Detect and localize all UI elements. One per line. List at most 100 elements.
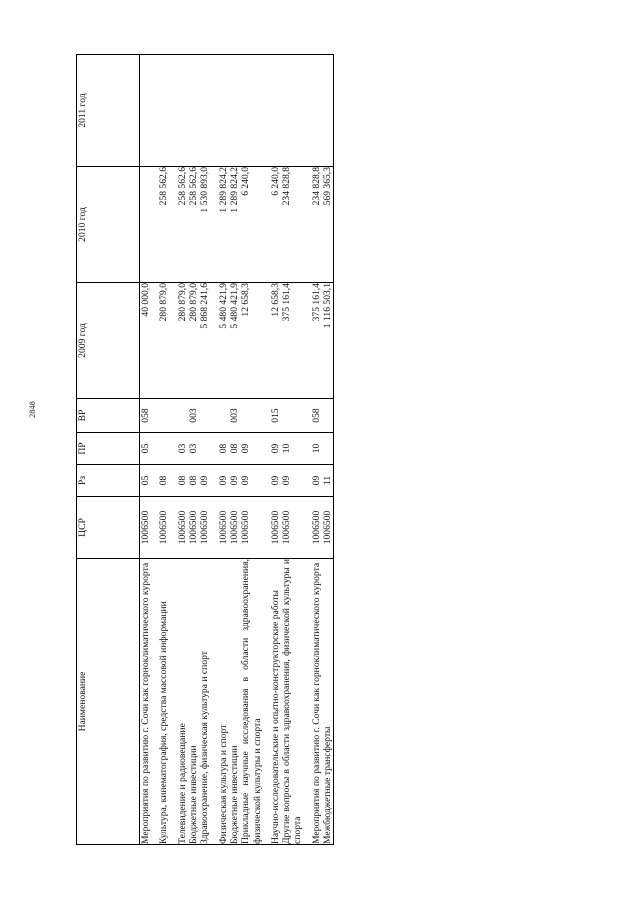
- cell-csr: 1006500: [269, 496, 282, 559]
- cell-vr: [322, 398, 334, 433]
- cell-name: Научно-исследовательские и опытно-констр…: [269, 558, 282, 845]
- cell-2009: 280 879,0: [176, 282, 188, 399]
- page-marker: 2848: [27, 401, 37, 418]
- row-spacer: [210, 54, 218, 845]
- cell-2010: 258 562,6: [187, 166, 200, 283]
- cell-2009: 375 161,4: [310, 282, 323, 399]
- cell-2010: [139, 166, 152, 283]
- cell-2009: 5 480 421,9: [228, 282, 241, 399]
- cell-pr: [199, 432, 211, 465]
- cell-csr: 1006500: [176, 496, 188, 559]
- cell-csr: 1006500: [228, 496, 241, 559]
- cell-vr: 003: [187, 398, 200, 433]
- cell-pr: 03: [176, 432, 188, 465]
- cell-2009: 5 868 241,6: [199, 282, 211, 399]
- row-spacer: [262, 54, 270, 845]
- cell-pr: 05: [139, 432, 152, 465]
- cell-csr: 1006500: [187, 496, 200, 559]
- cell-vr: [281, 398, 304, 433]
- row-spacer: [169, 54, 177, 845]
- cell-2009: 40 000,0: [139, 282, 152, 399]
- cell-rz: 05: [139, 464, 152, 497]
- column-header-2010: 2010 год: [76, 166, 140, 283]
- cell-rz: 09: [228, 464, 241, 497]
- cell-vr: [217, 398, 229, 433]
- table-header-row: Наименование ЦСР Рз ПР ВР 2009 год 2010 …: [76, 54, 140, 845]
- cell-2009: 1 116 503,1: [322, 282, 334, 399]
- cell-2011: [139, 54, 152, 167]
- cell-2010: 6 240,0: [240, 166, 263, 283]
- cell-name: Здравоохранение, физическая культура и с…: [199, 558, 211, 845]
- cell-2010: 6 240,0: [269, 166, 282, 283]
- cell-name: Мероприятия по развитию г. Сочи как горн…: [139, 558, 152, 845]
- cell-2011: [228, 54, 241, 167]
- rotated-page-stage: Наименование ЦСР Рз ПР ВР 2009 год 2010 …: [68, 29, 572, 871]
- cell-2011: [199, 54, 211, 167]
- column-header-rz: Рз: [76, 464, 140, 497]
- cell-name: Культура, кинематография, средства массо…: [158, 558, 170, 845]
- cell-name: Мероприятия по развитию г. Сочи как горн…: [310, 558, 323, 845]
- cell-2009: 280 879,0: [158, 282, 170, 399]
- cell-name: Другие вопросы в области здравоохранения…: [281, 558, 304, 845]
- cell-2010: 1 530 893,0: [199, 166, 211, 283]
- cell-2009: 12 658,3: [240, 282, 263, 399]
- table-row: Прикладные научные исследования в област…: [240, 54, 263, 845]
- column-header-vr: ВР: [76, 398, 140, 433]
- row-spacer: [303, 54, 311, 845]
- cell-csr: 1006500: [158, 496, 170, 559]
- cell-2011: [240, 54, 263, 167]
- table-body: Мероприятия по развитию г. Сочи как горн…: [139, 54, 334, 845]
- table-row: Другие вопросы в области здравоохранения…: [281, 54, 304, 845]
- cell-rz: 09: [217, 464, 229, 497]
- cell-pr: 03: [187, 432, 200, 465]
- table-row: Научно-исследовательские и опытно-констр…: [269, 54, 282, 845]
- cell-2011: [269, 54, 282, 167]
- table-row: Бюджетные инвестиции 1006500 09 08 003 5 480 …: [228, 54, 241, 845]
- cell-vr: 015: [269, 398, 282, 433]
- cell-2010: 234 828,8: [310, 166, 323, 283]
- cell-2011: [158, 54, 170, 167]
- table-row: Мероприятия по развитию г. Сочи как горн…: [139, 54, 152, 845]
- cell-vr: [240, 398, 263, 433]
- cell-vr: 003: [228, 398, 241, 433]
- budget-table: Наименование ЦСР Рз ПР ВР 2009 год 2010 …: [76, 54, 334, 845]
- cell-vr: [176, 398, 188, 433]
- cell-pr: [158, 432, 170, 465]
- cell-pr: 09: [240, 432, 263, 465]
- cell-pr: [322, 432, 334, 465]
- column-header-csr: ЦСР: [76, 496, 140, 559]
- cell-2011: [217, 54, 229, 167]
- cell-vr: 058: [139, 398, 152, 433]
- cell-2009: 5 480 421,9: [217, 282, 229, 399]
- cell-pr: 08: [217, 432, 229, 465]
- table-row: Телевидение и радиовещание 1006500 08 03 280…: [176, 54, 188, 845]
- cell-2010: 1 289 824,2: [228, 166, 241, 283]
- cell-name: Физическая культура и спорт: [217, 558, 229, 845]
- table-row: Физическая культура и спорт 1006500 09 08 5 …: [217, 54, 229, 845]
- cell-rz: 09: [240, 464, 263, 497]
- cell-2010: 1 289 824,2: [217, 166, 229, 283]
- table-row: Мероприятия по развитию г. Сочи как горн…: [310, 54, 323, 845]
- cell-csr: 1006500: [310, 496, 323, 559]
- cell-rz: 09: [281, 464, 304, 497]
- cell-vr: [199, 398, 211, 433]
- cell-csr: 1006500: [322, 496, 334, 559]
- cell-name: Бюджетные инвестиции: [187, 558, 200, 845]
- cell-name: Телевидение и радиовещание: [176, 558, 188, 845]
- cell-pr: 10: [281, 432, 304, 465]
- cell-2011: [281, 54, 304, 167]
- cell-2011: [310, 54, 323, 167]
- table-row: Бюджетные инвестиции 1006500 08 03 003 280 87…: [187, 54, 200, 845]
- cell-2011: [176, 54, 188, 167]
- cell-name: Прикладные научные исследования в област…: [240, 558, 263, 845]
- cell-pr: 09: [269, 432, 282, 465]
- table-row: Здравоохранение, физическая культура и с…: [199, 54, 211, 845]
- cell-name: Межбюджетные трансферты: [322, 558, 334, 845]
- cell-2010: 234 828,8: [281, 166, 304, 283]
- cell-2011: [322, 54, 334, 167]
- cell-2009: 12 658,3: [269, 282, 282, 399]
- cell-rz: 11: [322, 464, 334, 497]
- cell-vr: 058: [310, 398, 323, 433]
- cell-csr: 1006500: [139, 496, 152, 559]
- cell-2009: 280 879,0: [187, 282, 200, 399]
